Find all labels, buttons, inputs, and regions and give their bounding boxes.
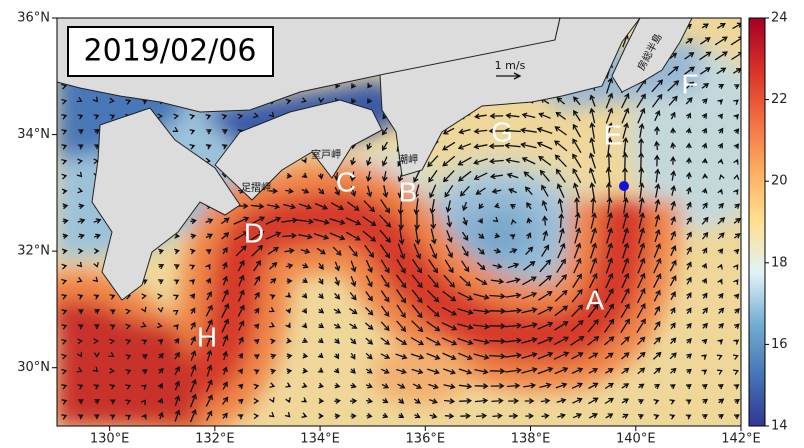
colorbar-tick-label: 22 [771, 92, 788, 107]
y-tick-label: 30°N [17, 360, 50, 375]
x-tick-label: 138°E [511, 432, 551, 447]
x-tick-label: 140°E [616, 432, 656, 447]
x-tick-label: 134°E [300, 432, 340, 447]
colorbar-tick-label: 18 [771, 255, 788, 270]
place-label: 潮岬 [398, 153, 418, 166]
region-label: C [336, 166, 356, 197]
region-label: F [681, 68, 698, 99]
y-tick-label: 36°N [17, 11, 50, 26]
scale-label: 1 m/s [495, 59, 526, 72]
colorbar-tick-label: 24 [771, 11, 788, 26]
region-label: H [197, 321, 217, 352]
x-tick-label: 132°E [195, 432, 235, 447]
x-tick-label: 130°E [90, 432, 130, 447]
scale-arrow [496, 72, 522, 80]
x-tick-label: 136°E [406, 432, 446, 447]
region-label: A [586, 284, 605, 315]
date-title: 2019/02/06 [84, 34, 257, 69]
colorbar-tick-label: 16 [771, 337, 788, 352]
region-label: D [244, 217, 264, 248]
x-tick-label: 142°E [721, 432, 761, 447]
y-tick-label: 32°N [17, 244, 50, 259]
place-label: 室戸岬 [311, 148, 341, 161]
y-tick-label: 34°N [17, 127, 50, 142]
colorbar-tick-label: 20 [771, 174, 788, 189]
date-box [67, 26, 274, 77]
region-label: E [604, 119, 623, 150]
place-label: 足摺岬 [241, 181, 271, 194]
map-area: A B C D E F G H 足摺岬 室戸岬 潮岬 房総半島 1 m/s 20… [57, 18, 741, 426]
colorbar [748, 17, 766, 427]
colorbar-tick-label: 14 [771, 419, 788, 434]
region-label: G [491, 116, 513, 147]
station-marker [619, 181, 629, 191]
map-frame [56, 17, 742, 427]
region-label: B [399, 176, 418, 207]
